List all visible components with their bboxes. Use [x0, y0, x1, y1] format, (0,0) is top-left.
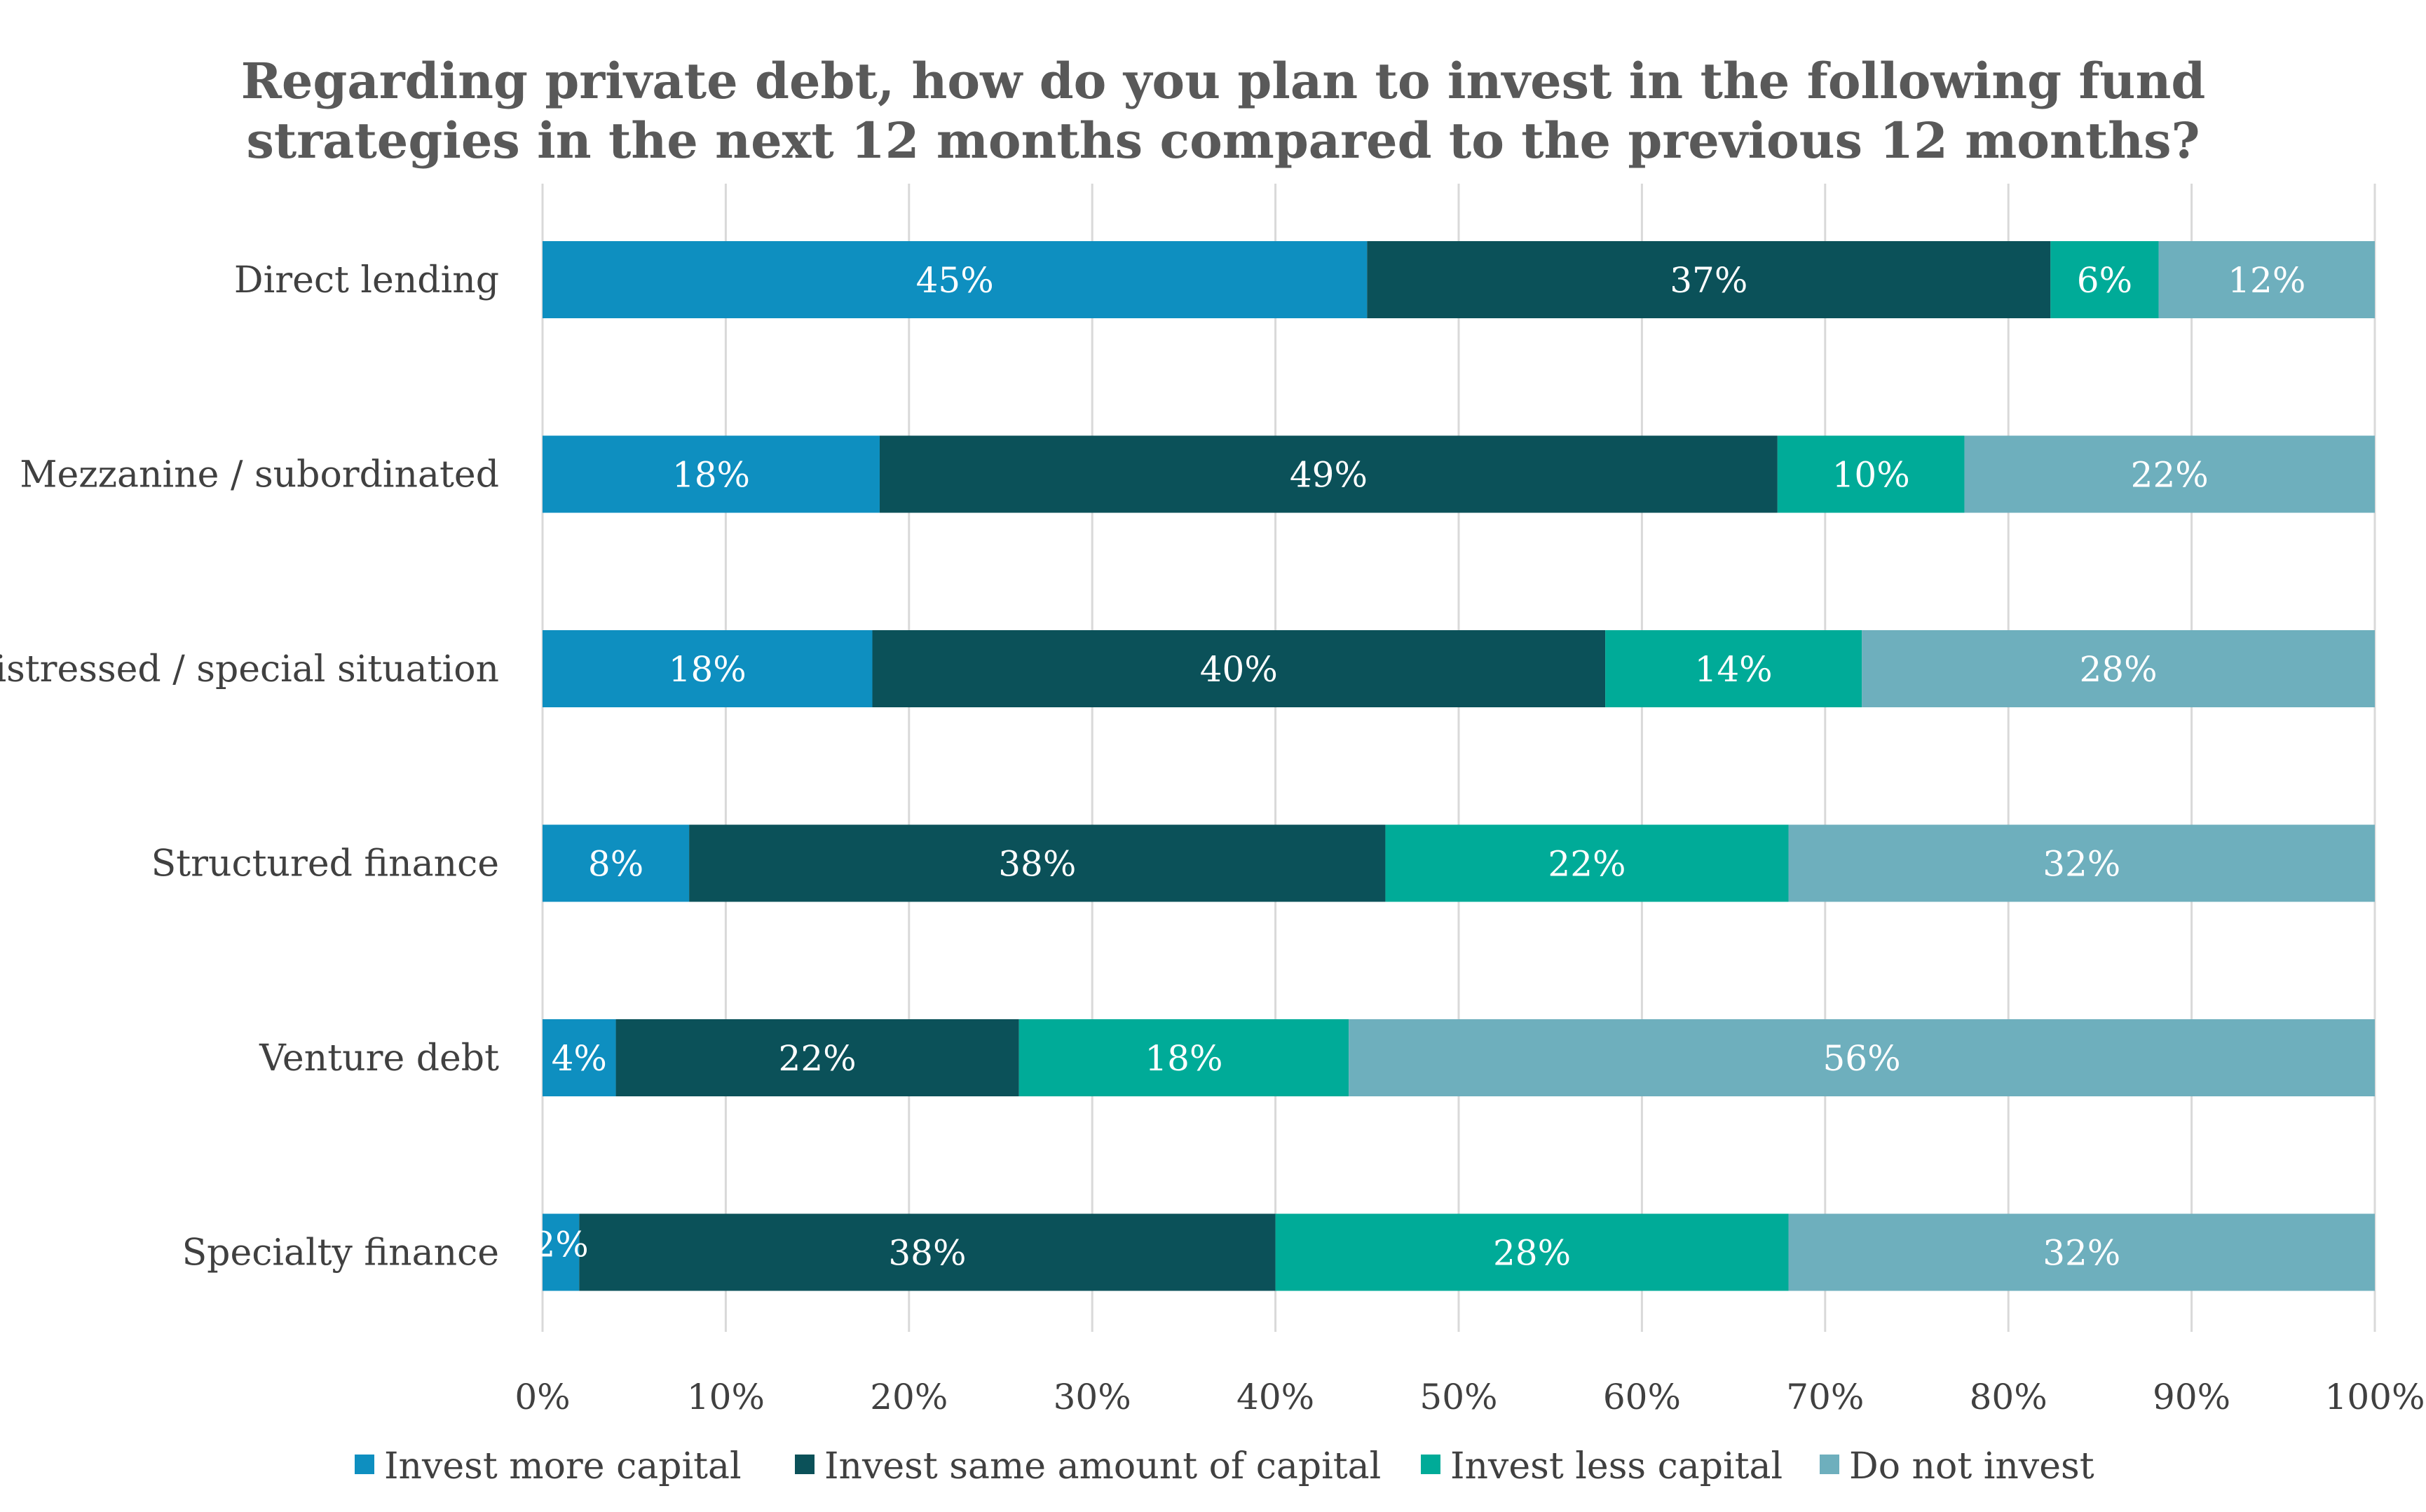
category-label: Specialty finance — [182, 1232, 499, 1274]
data-label: 22% — [2131, 455, 2209, 496]
data-label: 18% — [672, 455, 750, 496]
bar-segment — [1605, 630, 1862, 707]
data-label: 38% — [998, 844, 1076, 885]
bar-segment — [1349, 1019, 2375, 1096]
bar-segment — [543, 630, 873, 707]
legend-swatch — [795, 1455, 815, 1474]
data-label: 56% — [1823, 1038, 1901, 1079]
x-tick-label: 80% — [1970, 1377, 2047, 1417]
data-label: 18% — [1145, 1038, 1222, 1079]
x-tick-label: 0% — [514, 1377, 570, 1417]
legend-swatch — [1421, 1455, 1440, 1474]
legend: Invest more capital Invest same amount of… — [355, 1445, 2094, 1487]
category-label: Structured finance — [151, 843, 499, 885]
x-tick-label: 70% — [1786, 1377, 1864, 1417]
bar-segment — [543, 241, 1368, 318]
data-label: 38% — [888, 1233, 966, 1274]
x-tick-label: 40% — [1236, 1377, 1314, 1417]
bar-segment — [1018, 1019, 1349, 1096]
data-label: 22% — [1548, 844, 1626, 885]
legend-entry: Invest less capital — [1450, 1445, 1783, 1487]
bar-segment — [615, 1019, 1019, 1096]
data-labels: 45% 37% 6% 12% 18% 49% 10% 22% 18% 40% 14% 28% 8% 38%… — [533, 260, 2305, 1274]
x-tick-label: 30% — [1054, 1377, 1131, 1417]
legend-entry: Invest same amount of capital — [824, 1445, 1381, 1487]
category-label: Mezzanine / subordinated — [20, 454, 499, 496]
data-label: 10% — [1832, 455, 1910, 496]
x-tick-label: 50% — [1419, 1377, 1497, 1417]
data-label: 49% — [1290, 455, 1368, 496]
data-label: 12% — [2228, 260, 2305, 301]
legend-swatch — [355, 1455, 374, 1474]
data-label: 8% — [588, 844, 643, 885]
legend-entry: Invest more capital — [384, 1445, 742, 1487]
x-tick-label: 60% — [1603, 1377, 1681, 1417]
x-tick-label: 100% — [2325, 1377, 2425, 1417]
legend-entry: Do not invest — [1849, 1445, 2094, 1487]
x-tick-label: 90% — [2153, 1377, 2230, 1417]
legend-swatch — [1820, 1455, 1839, 1474]
bar-segment — [1367, 241, 2051, 318]
bar-segment — [543, 435, 880, 513]
bar-segment — [1275, 1213, 1789, 1291]
gridlines — [541, 184, 2376, 1332]
data-label: 22% — [779, 1038, 857, 1079]
bar-segment — [1964, 435, 2375, 513]
bar-segment — [2158, 241, 2375, 318]
bar-segment — [1385, 824, 1789, 902]
data-label: 32% — [2043, 1233, 2120, 1274]
bar-segment — [879, 435, 1778, 513]
category-label: Direct lending — [234, 259, 499, 301]
category-label: Venture debt — [259, 1037, 499, 1079]
x-tick-label: 10% — [687, 1377, 765, 1417]
x-axis-tick-labels: 0% 10% 20% 30% 40% 50% 60% 70% 80% 90% 100% — [514, 1377, 2425, 1417]
data-label: 4% — [552, 1038, 607, 1079]
bar-segment — [543, 1019, 616, 1096]
bar-segment — [1788, 824, 2375, 902]
data-label: 18% — [669, 649, 747, 690]
bars — [543, 241, 2375, 1291]
data-label: 6% — [2077, 260, 2132, 301]
bar-segment — [1777, 435, 1965, 513]
bar-segment — [689, 824, 1386, 902]
data-label: 14% — [1695, 649, 1773, 690]
chart-title-line-1: Regarding private debt, how do you plan … — [241, 52, 2206, 110]
bar-segment — [1862, 630, 2375, 707]
bar-segment — [872, 630, 1606, 707]
bar-segment — [2050, 241, 2159, 318]
bar-segment — [543, 1213, 580, 1291]
category-label: Distressed / special situation — [0, 648, 499, 690]
bar-segment — [579, 1213, 1276, 1291]
chart-title-line-2: strategies in the next 12 months compare… — [246, 111, 2200, 170]
data-label: 37% — [1670, 260, 1747, 301]
data-label: 45% — [916, 260, 994, 301]
chart-title: Regarding private debt, how do you plan … — [241, 52, 2206, 170]
data-label: 28% — [2079, 649, 2157, 690]
x-tick-label: 20% — [870, 1377, 948, 1417]
bar-segment — [1788, 1213, 2375, 1291]
data-label: 32% — [2043, 844, 2120, 885]
bar-segment — [543, 824, 690, 902]
category-labels: Direct lending Mezzanine / subordinated Di… — [0, 259, 499, 1274]
data-label: 2% — [533, 1225, 588, 1265]
data-label: 40% — [1200, 649, 1278, 690]
data-label: 28% — [1493, 1233, 1571, 1274]
